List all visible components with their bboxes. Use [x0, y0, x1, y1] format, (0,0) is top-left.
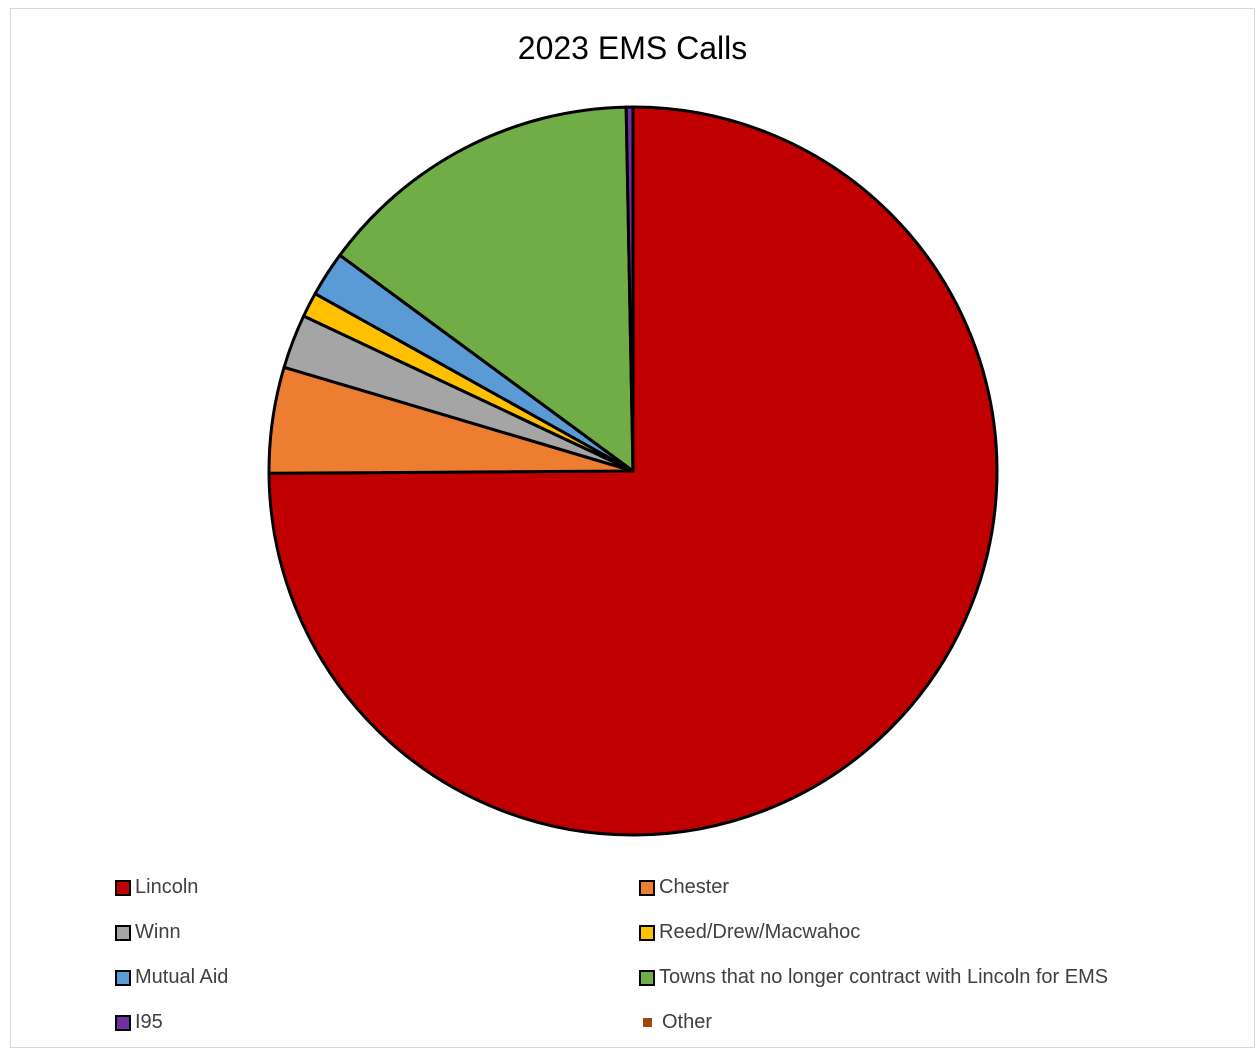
pie-slice-i95 — [624, 105, 635, 473]
chart-title: 2023 EMS Calls — [517, 30, 748, 66]
pie-slice-towns-that-no-longer-contract-with-lincoln-for-ems — [338, 105, 635, 473]
